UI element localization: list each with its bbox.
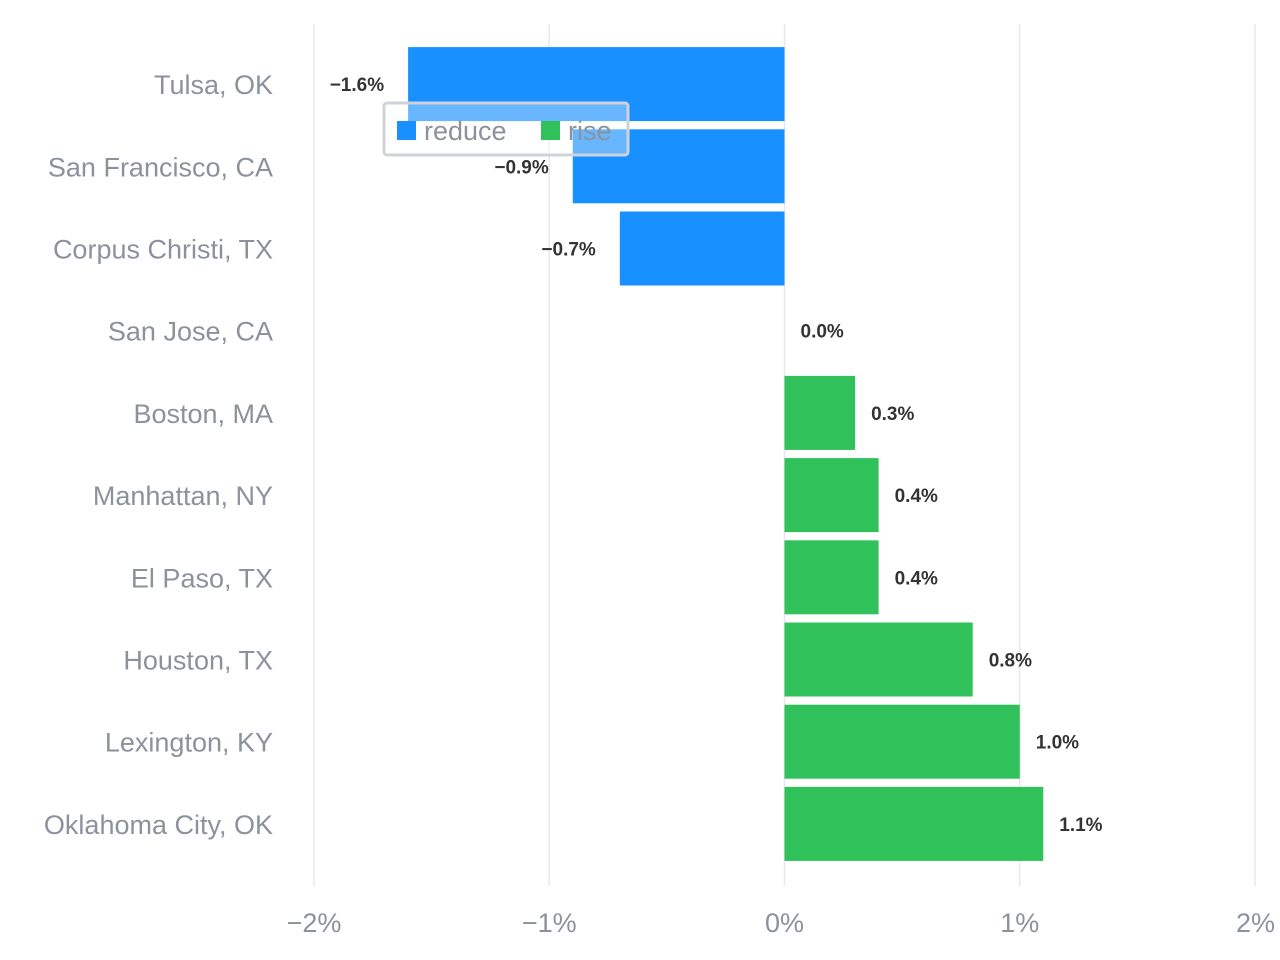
bar[interactable] (784, 704, 1020, 779)
bar[interactable] (784, 786, 1044, 861)
category-label: Lexington, KY (105, 728, 273, 758)
category-label: El Paso, TX (131, 563, 273, 593)
x-tick-label: 2% (1236, 908, 1275, 938)
data-label: 1.1% (1059, 815, 1102, 836)
data-label: 0.4% (895, 486, 938, 507)
data-label: −0.9% (494, 157, 549, 178)
category-label: Tulsa, OK (154, 70, 273, 100)
category-label: San Francisco, CA (48, 152, 273, 182)
data-label: 0.8% (989, 651, 1032, 672)
bar[interactable] (784, 458, 879, 533)
legend-label: rise (568, 116, 612, 146)
legend-box (382, 101, 630, 157)
legend-swatch (541, 121, 560, 140)
bar[interactable] (784, 622, 973, 697)
bar[interactable] (784, 375, 856, 450)
data-label: −0.7% (541, 240, 596, 261)
data-labels: −1.6% −0.9% −0.7% 0.0% 0.3% 0.4% 0.4% 0.8% 1.0% 1… (330, 75, 1103, 836)
category-label: Oklahoma City, OK (44, 810, 273, 840)
x-tick-label: 1% (1000, 908, 1039, 938)
bars (408, 47, 1044, 861)
x-tick-labels: −2% −1% 0% 1% 2% (287, 908, 1275, 938)
data-label: 0.3% (871, 404, 914, 425)
category-label: Corpus Christi, TX (53, 235, 273, 265)
bar[interactable] (572, 129, 785, 204)
bar[interactable] (619, 211, 785, 286)
data-label: 1.0% (1036, 733, 1079, 754)
x-tick-label: −1% (522, 908, 577, 938)
x-tick-label: 0% (765, 908, 804, 938)
category-label: Houston, TX (123, 646, 273, 676)
legend-swatch (397, 121, 416, 140)
category-label: Boston, MA (133, 399, 273, 429)
x-tick-label: −2% (287, 908, 342, 938)
category-label: San Jose, CA (108, 317, 273, 347)
data-label: −1.6% (330, 75, 385, 96)
category-label: Manhattan, NY (93, 481, 273, 511)
legend-item-rise[interactable]: rise (541, 116, 612, 146)
data-label: 0.0% (801, 322, 844, 343)
legend[interactable]: reduce rise (382, 101, 630, 157)
bar[interactable] (784, 540, 879, 615)
category-labels: Tulsa, OK San Francisco, CA Corpus Christi… (44, 70, 273, 840)
legend-label: reduce (424, 116, 507, 146)
data-label: 0.4% (895, 568, 938, 589)
bar[interactable] (408, 47, 785, 122)
legend-item-reduce[interactable]: reduce (397, 116, 507, 146)
